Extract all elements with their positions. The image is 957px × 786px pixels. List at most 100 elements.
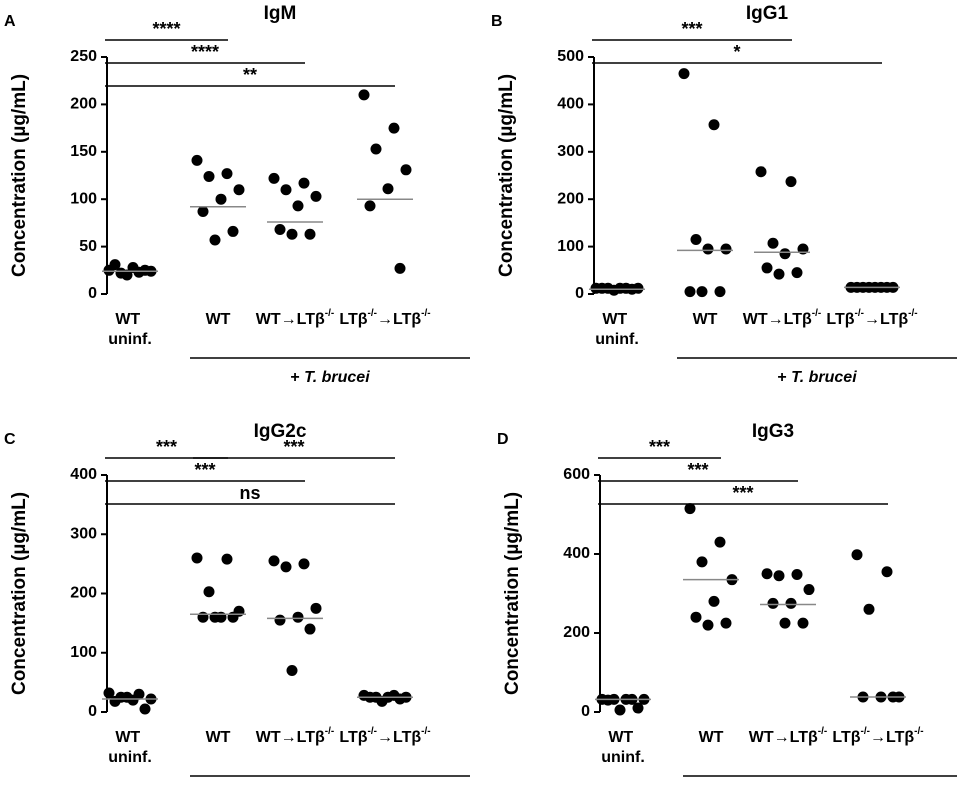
panel-letter: A: [4, 13, 16, 30]
data-point: [702, 619, 714, 631]
y-tick-label: 400: [563, 545, 590, 562]
data-point: [773, 570, 785, 582]
data-point: [708, 595, 720, 607]
y-tick-label: 50: [79, 238, 97, 255]
data-point: [714, 286, 726, 298]
y-tick-label: 400: [70, 466, 97, 483]
data-point: [203, 586, 215, 598]
data-point: [298, 177, 310, 189]
data-point: [298, 558, 310, 570]
significance-label: ***: [681, 19, 702, 39]
data-point: [221, 553, 233, 565]
x-tick-label: WT uninf.: [108, 311, 152, 348]
y-axis-label: Concentration (µg/mL): [502, 492, 523, 695]
y-tick-label: 600: [563, 466, 590, 483]
data-point: [785, 176, 797, 188]
data-point: [310, 190, 322, 202]
y-tick-label: 0: [581, 703, 590, 720]
data-point: [708, 119, 720, 131]
data-point: [696, 556, 708, 568]
y-tick-label: 300: [557, 143, 584, 160]
data-point: [191, 154, 203, 166]
data-point: [791, 569, 803, 581]
y-tick-label: 150: [70, 143, 97, 160]
x-tick-label: WT uninf.: [108, 729, 152, 766]
data-point: [684, 286, 696, 298]
y-tick-label: 100: [70, 190, 97, 207]
chart-title: IgM: [264, 3, 297, 24]
data-point: [785, 597, 797, 609]
data-point: [274, 224, 286, 236]
chart-title: IgG3: [752, 421, 794, 442]
data-point: [274, 614, 286, 626]
data-point: [304, 228, 316, 240]
significance-label: **: [243, 65, 257, 85]
data-point: [121, 269, 133, 281]
data-point: [376, 695, 388, 707]
x-tick-label: WT uninf.: [595, 311, 639, 348]
annotation: + T. brucei: [290, 369, 370, 386]
panel: B IgG1 Concentration (µg/mL) 0 100 200 300 400 5…: [491, 3, 957, 386]
y-tick-label: 200: [563, 624, 590, 641]
data-point: [268, 555, 280, 567]
data-point: [863, 603, 875, 615]
data-point: [678, 68, 690, 80]
data-point: [364, 200, 376, 212]
data-point: [197, 206, 209, 218]
panel-letter: B: [491, 13, 503, 30]
data-point: [779, 617, 791, 629]
data-point: [292, 611, 304, 623]
y-tick-label: 200: [557, 190, 584, 207]
y-tick-label: 0: [88, 703, 97, 720]
y-tick-label: 500: [557, 48, 584, 65]
data-point: [394, 262, 406, 274]
data-point: [121, 691, 133, 703]
x-tick-label: LTβ-/-​→LTβ-/-​: [339, 726, 430, 747]
significance-label: ***: [194, 460, 215, 480]
x-tick-label: WT→LTβ-/-​: [256, 726, 334, 747]
data-point: [767, 597, 779, 609]
data-point: [602, 694, 614, 706]
x-tick-label: WT→LTβ-/-​: [743, 308, 821, 329]
data-point: [280, 184, 292, 196]
y-tick-label: 400: [557, 96, 584, 113]
significance-label: ***: [649, 437, 670, 457]
data-point: [197, 611, 209, 623]
data-point: [109, 695, 121, 707]
y-tick-label: 300: [70, 525, 97, 542]
y-tick-label: 200: [70, 96, 97, 113]
data-point: [233, 184, 245, 196]
x-tick-label: WT uninf.: [601, 729, 645, 766]
data-point: [400, 164, 412, 176]
data-point: [304, 623, 316, 635]
data-point: [139, 703, 151, 715]
data-point: [797, 617, 809, 629]
data-point: [191, 552, 203, 564]
y-tick-label: 0: [575, 285, 584, 302]
data-point: [632, 702, 644, 714]
panel: D IgG3 Concentration (µg/mL) 0 200 400 600 WT u…: [497, 421, 957, 777]
data-point: [714, 536, 726, 548]
y-tick-label: 0: [88, 285, 97, 302]
data-point: [221, 168, 233, 180]
chart-title: IgG1: [746, 3, 789, 24]
data-point: [851, 549, 863, 561]
data-point: [127, 261, 139, 273]
data-point: [690, 233, 702, 245]
data-point: [702, 243, 714, 255]
data-point: [761, 262, 773, 274]
data-point: [370, 143, 382, 155]
data-point: [755, 166, 767, 178]
significance-label: ***: [283, 437, 304, 457]
data-point: [209, 611, 221, 623]
x-tick-label: WT→LTβ-/-​: [749, 726, 827, 747]
significance-label: ns: [239, 483, 260, 503]
data-point: [310, 602, 322, 614]
y-tick-label: 100: [557, 238, 584, 255]
data-point: [139, 264, 151, 276]
data-point: [614, 704, 626, 716]
data-point: [394, 693, 406, 705]
y-tick-label: 200: [70, 585, 97, 602]
data-point: [382, 183, 394, 195]
